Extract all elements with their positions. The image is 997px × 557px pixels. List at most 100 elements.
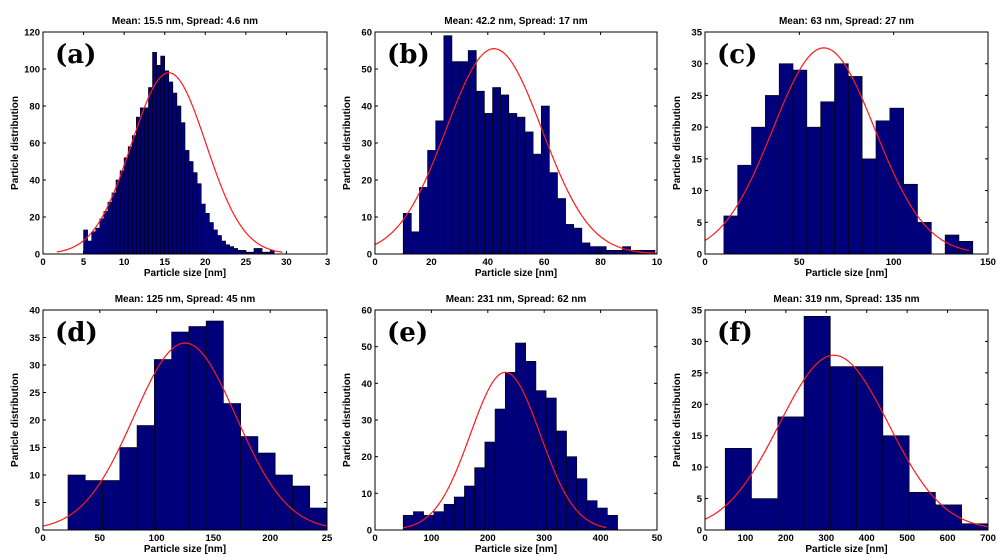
x-tick-label: 0: [40, 533, 45, 544]
histogram-bar: [67, 474, 86, 531]
histogram-bar: [565, 224, 575, 255]
y-tick-label: 60: [29, 139, 40, 150]
y-tick-label: 35: [691, 28, 702, 39]
panel-label: (b): [387, 40, 430, 70]
histogram-bar: [820, 101, 835, 255]
histogram-bar: [99, 218, 105, 255]
y-tick-label: 0: [367, 250, 372, 261]
histogram-bar: [535, 390, 547, 531]
histogram-bar: [402, 213, 412, 255]
histogram-bar: [605, 250, 615, 255]
y-tick-label: 25: [691, 368, 702, 379]
y-tick-label: 100: [24, 65, 40, 76]
histogram-bar: [524, 131, 534, 255]
y-tick-label: 40: [29, 176, 40, 187]
x-tick-label: 200: [778, 533, 794, 544]
x-tick-label: 0: [702, 257, 707, 268]
histogram-bar: [84, 480, 103, 531]
y-tick-label: 20: [361, 176, 372, 187]
gaussian-fit-curve: [56, 72, 283, 253]
chart-title: Mean: 125 nm, Spread: 45 nm: [115, 294, 256, 305]
histogram-bar: [209, 222, 214, 255]
histogram-bar: [484, 113, 493, 255]
histogram-bar: [257, 452, 276, 531]
histogram-bar: [200, 203, 206, 255]
histogram-bar: [188, 326, 207, 531]
histogram-bar: [136, 116, 141, 255]
x-tick-label: 50: [652, 533, 663, 544]
histogram-bar: [423, 515, 435, 531]
histogram-bar: [180, 122, 186, 255]
histogram-bar: [127, 146, 133, 255]
histogram-bar: [172, 92, 178, 255]
y-tick-label: 40: [361, 379, 372, 390]
x-tick-label: 0: [40, 257, 45, 268]
x-tick-label: 15: [159, 257, 170, 268]
histogram-bar: [240, 436, 259, 531]
histogram-bar: [95, 227, 101, 255]
chart-title: Mean: 231 nm, Spread: 62 nm: [446, 294, 587, 305]
histogram-bar: [557, 198, 566, 255]
y-tick-label: 10: [691, 186, 702, 197]
x-tick-label: 0: [702, 533, 707, 544]
x-tick-label: 600: [940, 533, 956, 544]
histogram-bar: [433, 511, 445, 531]
y-tick-label: 60: [361, 28, 372, 39]
histogram-bar: [205, 320, 224, 531]
y-tick-label: 80: [29, 102, 40, 113]
histogram-bar: [525, 361, 537, 531]
y-tick-label: 0: [697, 526, 702, 537]
x-tick-label: 80: [595, 257, 606, 268]
y-tick-label: 60: [361, 306, 372, 317]
histogram-bar: [581, 242, 591, 255]
y-tick-label: 5: [697, 494, 703, 505]
x-tick-label: 5: [81, 257, 87, 268]
histogram-bar: [724, 447, 752, 531]
chart-title: Mean: 319 nm, Spread: 135 nm: [773, 294, 919, 305]
histogram-bar: [566, 456, 578, 531]
histogram-bar: [576, 478, 588, 531]
histogram-bar: [778, 63, 794, 255]
y-tick-label: 15: [691, 431, 702, 442]
histogram-bar: [443, 504, 455, 531]
x-axis-label: Particle size [nm]: [805, 268, 887, 279]
x-tick-label: 100: [886, 257, 902, 268]
histogram-bar: [103, 211, 109, 255]
histogram-bar: [806, 126, 821, 255]
histogram-bar: [115, 179, 121, 255]
y-tick-label: 30: [29, 361, 40, 372]
axes-frame: [704, 309, 989, 531]
histogram-bar: [830, 366, 857, 531]
histogram-bar: [435, 120, 445, 255]
histogram-bar: [111, 192, 117, 255]
x-tick-label: 30: [281, 257, 292, 268]
y-tick-label: 120: [24, 28, 40, 39]
histogram-bar: [803, 315, 831, 531]
histogram-bar: [176, 105, 182, 255]
gaussian-fit-curve: [704, 47, 970, 252]
histogram-bar: [607, 515, 618, 531]
histogram-bar: [148, 87, 153, 255]
x-tick-label: 400: [593, 533, 609, 544]
histogram-bar: [192, 172, 198, 255]
y-tick-label: 0: [35, 250, 40, 261]
histogram-bar: [484, 441, 496, 531]
histogram-bar: [411, 231, 420, 255]
histogram-bar: [119, 447, 138, 531]
histogram-bar: [131, 135, 137, 255]
x-tick-label: 150: [205, 533, 221, 544]
histogram-bar: [136, 425, 155, 531]
y-tick-label: 5: [697, 218, 703, 229]
y-tick-label: 15: [691, 154, 702, 165]
histogram-bar: [292, 485, 311, 531]
histogram-bar: [221, 240, 226, 255]
histogram-bar: [168, 81, 174, 255]
histogram-bar: [188, 161, 194, 255]
y-axis-label: Particle distribution: [342, 96, 353, 190]
x-tick-label: 10: [652, 257, 663, 268]
histogram-bar: [908, 491, 936, 531]
histogram-bar: [154, 359, 172, 531]
histogram-bar: [875, 120, 891, 255]
histogram-bar: [453, 496, 465, 531]
x-tick-label: 700: [980, 533, 996, 544]
